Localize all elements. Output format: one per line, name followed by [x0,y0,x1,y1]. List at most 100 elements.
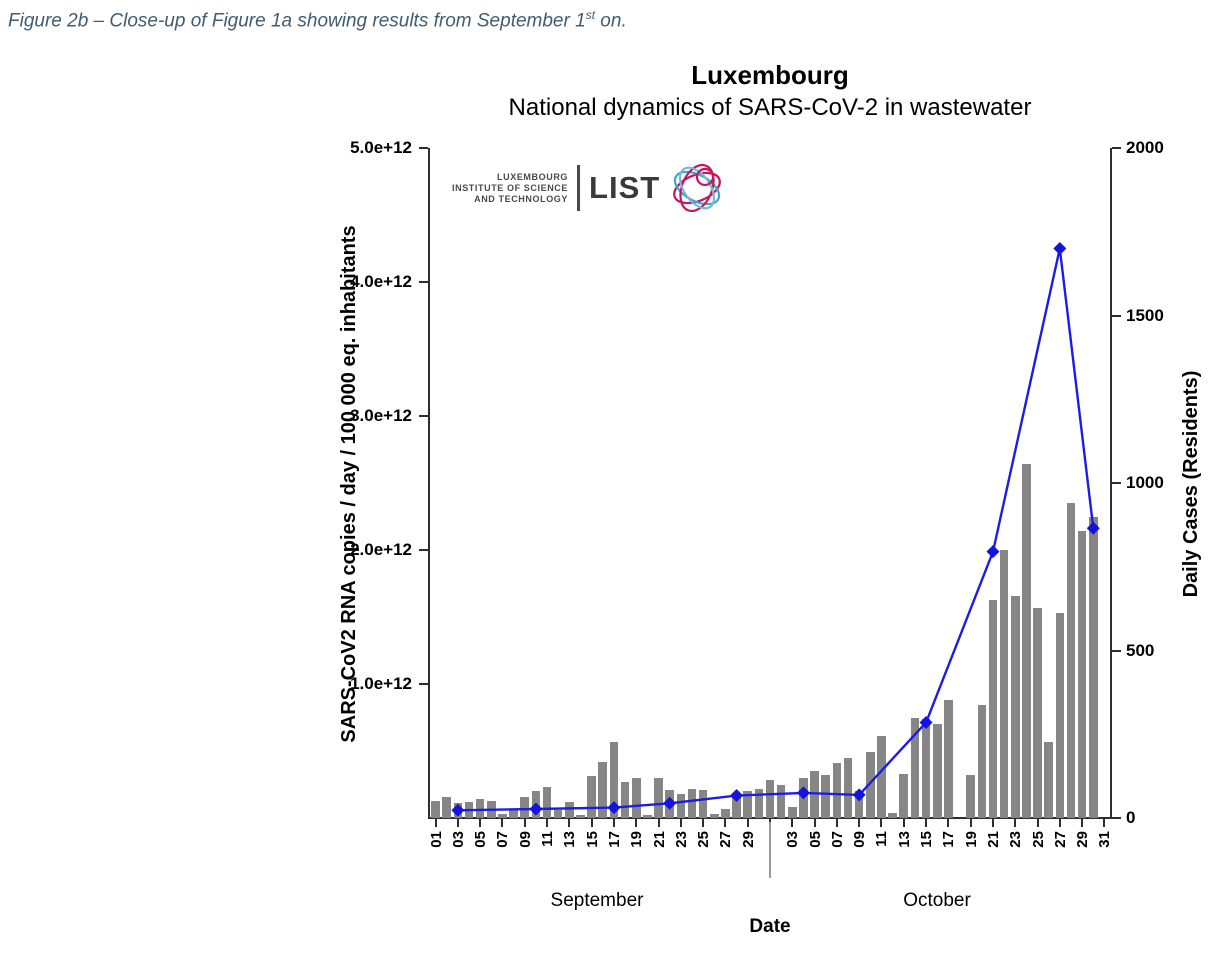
x-tick [657,819,660,827]
x-tick [746,819,749,827]
bar [1010,595,1020,818]
x-axis-line [428,817,1112,819]
bar [1066,503,1076,818]
bar [442,796,451,818]
x-tick-label: 03 [784,831,802,848]
list-globe-icon [673,163,722,213]
x-tick-label: 05 [472,831,490,848]
x-tick-label: 21 [650,831,668,848]
figure-caption: Figure 2b – Close-up of Figure 1a showin… [8,8,627,32]
bar [754,788,764,818]
bar [498,813,507,818]
x-tick-label: 11 [539,831,557,847]
bar [799,777,808,818]
bar [654,777,663,818]
month-label-september: September [550,890,644,911]
bar [966,775,975,818]
x-tick-label: 23 [1007,831,1025,848]
figure-caption-superscript: st [585,8,596,22]
bar [932,724,942,818]
x-tick-label: 15 [918,831,936,848]
x-axis-title: Date [749,916,791,937]
x-tick-label: 07 [828,831,846,848]
bar [910,717,920,818]
left-y-tick [419,683,428,685]
x-tick-label: 27 [1051,831,1069,848]
bar [1088,516,1098,818]
x-tick [902,819,905,827]
x-tick [679,819,682,827]
chart-subtitle: National dynamics of SARS-CoV-2 in waste… [508,94,1032,121]
x-tick-label: 21 [984,831,1002,848]
right-y-tick [1112,817,1121,819]
bar [609,741,619,818]
bar [1055,612,1065,818]
bar [888,812,897,818]
x-tick [969,819,972,827]
x-tick-label: 19 [962,831,980,848]
left-y-tick [419,549,428,551]
bar [776,784,786,818]
bar [631,777,641,818]
left-y-axis-title: SARS-CoV2 RNA copies / day / 100 000 eq.… [338,225,360,743]
x-tick-label: 15 [583,831,601,848]
x-tick-label: 17 [940,831,958,848]
left-y-tick [419,281,428,283]
bar [464,801,474,818]
x-tick [835,819,838,827]
x-tick [702,819,705,827]
right-y-tick-label: 2000 [1126,138,1164,157]
bar [899,773,909,818]
bar [988,599,998,818]
x-tick [568,819,571,827]
left-y-tick-label: 3.0e+12 [350,406,412,425]
x-tick-label: 29 [739,831,757,848]
bar [866,752,875,818]
right-y-tick [1112,482,1121,484]
x-tick [546,819,549,827]
figure-caption-text: Figure 2b – Close-up of Figure 1a showin… [8,10,586,32]
right-y-tick-label: 0 [1126,808,1136,827]
x-tick [1036,819,1039,827]
bar [1022,464,1031,818]
bar [921,718,931,818]
left-y-tick-label: 4.0e+12 [350,272,412,291]
x-tick-label: 13 [561,831,579,848]
bar [999,550,1009,818]
right-y-tick-label: 500 [1126,640,1155,660]
list-logo-line2: INSTITUTE OF SCIENCE [452,182,569,193]
x-tick-label: 27 [717,831,735,848]
x-tick [724,819,727,827]
x-tick-label: 19 [628,831,646,848]
x-tick [947,819,950,827]
bar [1077,531,1087,818]
right-y-tick-label: 1000 [1126,473,1164,492]
x-tick [813,819,816,827]
x-tick [791,819,794,827]
right-y-tick [1112,314,1121,317]
bar [877,736,886,818]
bar [643,815,652,818]
bar [698,789,708,818]
x-tick-label: 25 [695,831,713,848]
x-tick-label: 31 [1096,831,1114,848]
list-logo: LUXEMBOURG INSTITUTE OF SCIENCE AND TECH… [452,160,725,216]
bar [553,809,563,818]
bar [431,800,440,818]
x-tick [1081,819,1084,827]
bar [598,761,608,818]
bar [732,796,741,818]
x-tick [1014,819,1017,827]
x-tick-label: 23 [672,831,690,848]
left-y-tick-label: 1.0e+12 [350,674,412,693]
line-point-marker-diamond [1053,242,1067,255]
right-y-axis-line [1110,148,1112,818]
daily-cases-line [457,248,1095,812]
x-tick [1058,819,1061,827]
bar [821,775,831,818]
x-tick [635,819,638,827]
list-logo-line3: AND TECHNOLOGY [474,193,569,204]
bar [810,771,819,818]
x-tick [880,819,883,827]
x-tick-label: 17 [605,831,623,848]
